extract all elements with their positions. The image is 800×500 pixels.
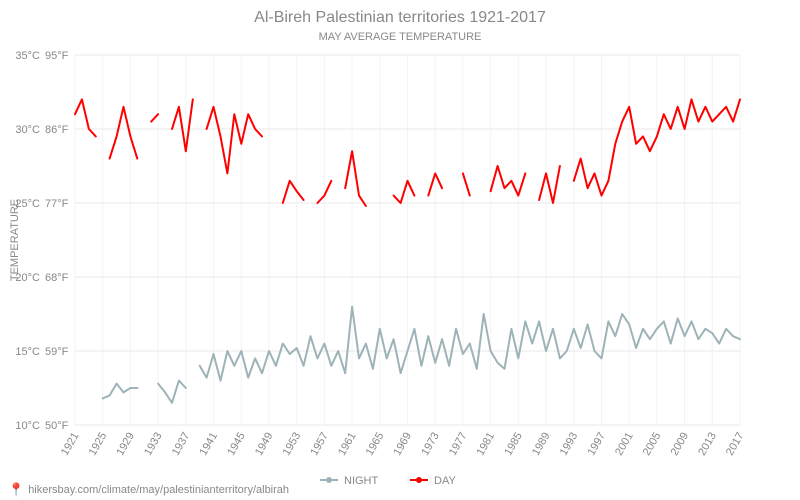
y-tick-f: 95°F	[45, 50, 69, 62]
x-tick: 1957	[308, 431, 331, 458]
day-line	[463, 173, 470, 195]
x-tick: 1985	[502, 431, 525, 458]
x-tick: 1989	[530, 431, 553, 458]
footer-source: 📍 hikersbay.com/climate/may/palestiniant…	[8, 483, 289, 496]
temperature-chart: Al-Bireh Palestinian territories 1921-20…	[0, 0, 800, 500]
x-tick: 1929	[114, 431, 137, 458]
y-tick-f: 77°F	[45, 198, 69, 210]
y-tick-c: 25°C	[15, 198, 40, 210]
y-tick-f: 50°F	[45, 420, 69, 432]
x-tick: 1993	[558, 431, 581, 458]
x-tick: 1969	[391, 431, 414, 458]
x-tick: 1997	[585, 431, 608, 458]
legend-label-day: DAY	[434, 475, 456, 487]
day-line	[151, 114, 158, 121]
x-tick: 1925	[87, 431, 110, 458]
y-tick-c: 10°C	[15, 420, 40, 432]
night-line	[158, 381, 186, 403]
x-tick: 1945	[225, 431, 248, 458]
x-tick: 1965	[364, 431, 387, 458]
day-line	[539, 166, 560, 203]
day-line	[110, 107, 138, 159]
pin-icon: 📍	[8, 483, 24, 496]
y-tick-f: 86°F	[45, 124, 69, 136]
day-line	[394, 181, 415, 203]
legend-marker-day	[416, 477, 422, 483]
night-line	[103, 384, 138, 399]
day-line	[172, 99, 193, 151]
chart-subtitle: MAY AVERAGE TEMPERATURE	[319, 31, 482, 43]
x-tick: 1941	[198, 431, 221, 458]
y-axis-label: TEMPERATURE	[9, 199, 21, 281]
x-tick: 2009	[669, 431, 692, 458]
y-tick-c: 30°C	[15, 124, 40, 136]
day-line	[75, 99, 96, 136]
night-line	[200, 307, 740, 381]
day-line	[345, 151, 366, 206]
x-tick: 1981	[475, 431, 498, 458]
x-tick: 1937	[170, 431, 193, 458]
x-tick: 1973	[419, 431, 442, 458]
day-line	[491, 166, 526, 196]
y-tick-c: 15°C	[15, 346, 40, 358]
legend-label-night: NIGHT	[344, 475, 379, 487]
x-tick: 1953	[281, 431, 304, 458]
x-tick: 1977	[447, 431, 470, 458]
x-tick: 2001	[613, 431, 636, 458]
chart-container: Al-Bireh Palestinian territories 1921-20…	[0, 0, 800, 500]
x-tick: 1949	[253, 431, 276, 458]
footer-url: hikersbay.com/climate/may/palestinianter…	[28, 484, 289, 496]
x-tick: 1921	[59, 431, 82, 458]
day-line	[283, 181, 304, 203]
y-tick-c: 35°C	[15, 50, 40, 62]
x-tick: 2017	[724, 431, 747, 458]
y-tick-f: 59°F	[45, 346, 69, 358]
x-tick: 2005	[641, 431, 664, 458]
y-tick-c: 20°C	[15, 272, 40, 284]
legend-marker-night	[326, 477, 332, 483]
day-line	[207, 107, 262, 174]
chart-title: Al-Bireh Palestinian territories 1921-20…	[254, 9, 546, 26]
x-tick: 1961	[336, 431, 359, 458]
y-tick-f: 68°F	[45, 272, 69, 284]
x-tick: 2013	[696, 431, 719, 458]
x-tick: 1933	[142, 431, 165, 458]
